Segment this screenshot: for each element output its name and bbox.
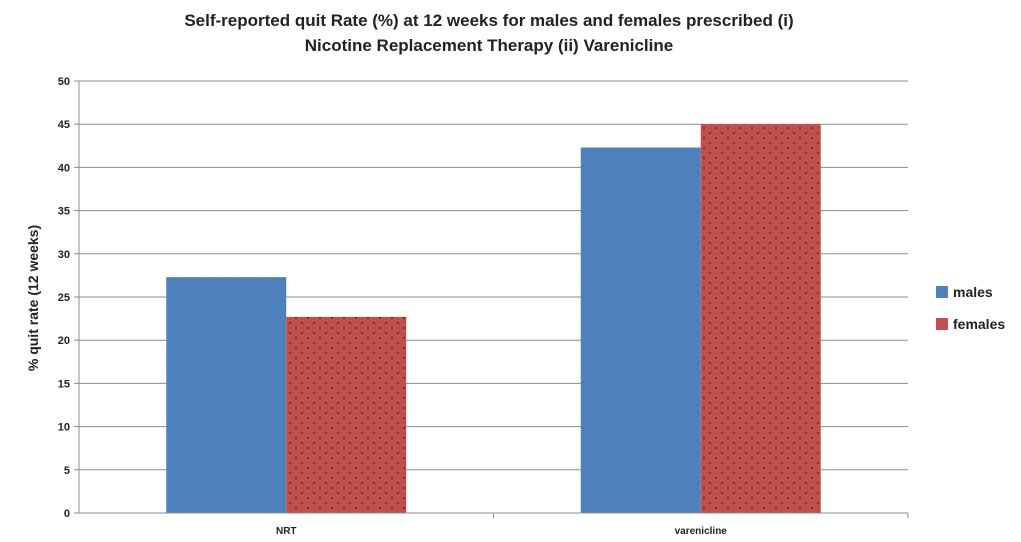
y-tick-label: 25 [58, 292, 70, 304]
bar-texture-females-varenicline [700, 124, 821, 513]
y-tick-label: 45 [58, 119, 70, 131]
bar-texture-males-varenicline [580, 147, 701, 513]
chart-title-line-1: Self-reported quit Rate (%) at 12 weeks … [184, 11, 793, 30]
legend-label-males: males [953, 284, 993, 300]
chart-title-line-2: Nicotine Replacement Therapy (ii) Vareni… [305, 36, 673, 55]
y-tick-label: 35 [58, 206, 70, 218]
x-axis-categories: NRT varenicline [276, 526, 727, 537]
bars [166, 124, 821, 513]
axes [78, 81, 909, 518]
x-category-label: varenicline [675, 526, 728, 537]
y-tick-label: 5 [64, 465, 70, 477]
y-axis-ticks: 0 5 10 15 20 25 30 35 40 45 50 [58, 76, 79, 520]
chart-title: Self-reported quit Rate (%) at 12 weeks … [184, 11, 793, 55]
y-tick-label: 15 [58, 378, 70, 390]
x-category-label: NRT [276, 526, 297, 537]
y-tick-label: 40 [58, 162, 70, 174]
legend: males females [936, 284, 1005, 332]
y-tick-label: 50 [58, 76, 70, 88]
bar-texture-females-NRT [286, 316, 407, 513]
y-tick-label: 0 [64, 508, 70, 520]
y-tick-label: 10 [58, 422, 70, 434]
legend-label-females: females [953, 316, 1005, 332]
y-tick-label: 30 [58, 249, 70, 261]
y-tick-label: 20 [58, 335, 70, 347]
legend-swatch-males [936, 286, 948, 298]
y-axis-title: % quit rate (12 weeks) [25, 225, 41, 371]
bar-texture-males-NRT [166, 277, 287, 513]
legend-swatch-females [936, 318, 948, 330]
